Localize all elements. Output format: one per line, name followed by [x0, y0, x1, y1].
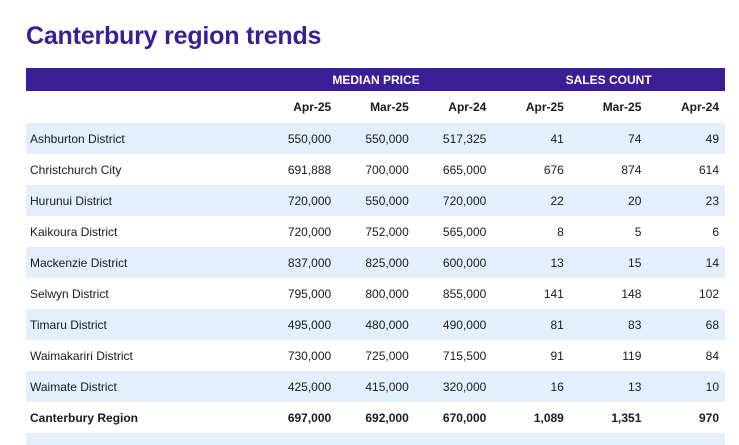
region-name-cell: Selwyn District [26, 278, 260, 309]
table-tail-row [26, 433, 725, 445]
table-row: Mackenzie District 837,000 825,000 600,000 1… [26, 247, 725, 278]
sales-count-cell: 22 [492, 185, 570, 216]
group-header-row: MEDIAN PRICE SALES COUNT [26, 68, 725, 91]
median-price-cell: 697,000 [259, 402, 338, 433]
sales-count-cell: 23 [647, 185, 725, 216]
sales-count-cell: 74 [569, 123, 648, 154]
sales-count-cell: 970 [647, 402, 725, 433]
median-price-cell: 480,000 [337, 309, 415, 340]
median-price-cell: 825,000 [337, 247, 415, 278]
median-price-cell: 730,000 [259, 340, 338, 371]
median-price-cell: 665,000 [414, 154, 493, 185]
median-price-cell: 725,000 [337, 340, 415, 371]
median-price-cell: 691,888 [259, 154, 338, 185]
median-price-cell: 600,000 [414, 247, 493, 278]
table-tail-cell [26, 433, 725, 445]
region-trends-table: MEDIAN PRICE SALES COUNT Apr-25 Mar-25 A… [26, 68, 725, 445]
sales-count-cell: 141 [492, 278, 570, 309]
sales-count-cell: 81 [492, 309, 570, 340]
median-price-cell: 837,000 [259, 247, 338, 278]
median-price-cell: 565,000 [414, 216, 493, 247]
median-price-cell: 720,000 [259, 216, 338, 247]
median-price-cell: 795,000 [259, 278, 338, 309]
column-header: Apr-24 [647, 91, 725, 123]
column-header: Apr-24 [414, 91, 493, 123]
sales-count-cell: 16 [492, 371, 570, 402]
sales-count-cell: 15 [569, 247, 648, 278]
column-header: Mar-25 [337, 91, 415, 123]
table-body: Ashburton District 550,000 550,000 517,325 4… [26, 123, 725, 445]
column-header: Mar-25 [569, 91, 648, 123]
sales-count-cell: 1,089 [492, 402, 570, 433]
region-name-cell: Canterbury Region [26, 402, 260, 433]
median-price-cell: 692,000 [337, 402, 415, 433]
table-row: Timaru District 495,000 480,000 490,000 81 83… [26, 309, 725, 340]
sales-count-cell: 91 [492, 340, 570, 371]
median-price-cell: 700,000 [337, 154, 415, 185]
region-name-cell: Timaru District [26, 309, 260, 340]
sales-count-cell: 148 [569, 278, 648, 309]
table-row: Selwyn District 795,000 800,000 855,000 141 1… [26, 278, 725, 309]
column-header: Apr-25 [492, 91, 570, 123]
region-name-cell: Hurunui District [26, 185, 260, 216]
median-price-cell: 720,000 [414, 185, 493, 216]
sales-count-cell: 84 [647, 340, 725, 371]
table-row: Waimakariri District 730,000 725,000 715,50… [26, 340, 725, 371]
column-header: Apr-25 [259, 91, 338, 123]
median-price-cell: 425,000 [259, 371, 338, 402]
sales-count-cell: 13 [569, 371, 648, 402]
sales-count-cell: 676 [492, 154, 570, 185]
median-price-cell: 752,000 [337, 216, 415, 247]
table-row: Waimate District 425,000 415,000 320,000 16 1… [26, 371, 725, 402]
sales-count-cell: 1,351 [569, 402, 648, 433]
sales-count-cell: 41 [492, 123, 570, 154]
region-name-cell: Christchurch City [26, 154, 260, 185]
median-price-cell: 800,000 [337, 278, 415, 309]
region-name-cell: Mackenzie District [26, 247, 260, 278]
total-row: Canterbury Region 697,000 692,000 670,000 1,… [26, 402, 725, 433]
sales-count-cell: 5 [569, 216, 648, 247]
sales-count-cell: 10 [647, 371, 725, 402]
region-name-cell: Ashburton District [26, 123, 260, 154]
sales-count-cell: 102 [647, 278, 725, 309]
sales-count-cell: 49 [647, 123, 725, 154]
table-row: Kaikoura District 720,000 752,000 565,000 8 5… [26, 216, 725, 247]
sales-count-cell: 874 [569, 154, 648, 185]
region-name-cell: Waimate District [26, 371, 260, 402]
region-name-cell: Waimakariri District [26, 340, 260, 371]
median-price-cell: 550,000 [259, 123, 338, 154]
median-price-cell: 670,000 [414, 402, 493, 433]
sales-count-cell: 13 [492, 247, 570, 278]
sales-count-cell: 83 [569, 309, 648, 340]
sales-count-cell: 614 [647, 154, 725, 185]
page-title: Canterbury region trends [26, 22, 322, 50]
group-header-spacer [26, 68, 260, 91]
median-price-cell: 720,000 [259, 185, 338, 216]
median-price-cell: 320,000 [414, 371, 493, 402]
median-price-cell: 490,000 [414, 309, 493, 340]
column-header-region [26, 91, 260, 123]
sales-count-cell: 8 [492, 216, 570, 247]
median-price-cell: 517,325 [414, 123, 493, 154]
table-row: Ashburton District 550,000 550,000 517,325 4… [26, 123, 725, 154]
sales-count-cell: 14 [647, 247, 725, 278]
median-price-cell: 495,000 [259, 309, 338, 340]
median-price-cell: 415,000 [337, 371, 415, 402]
table-row: Hurunui District 720,000 550,000 720,000 22 2… [26, 185, 725, 216]
median-price-cell: 550,000 [337, 185, 415, 216]
region-name-cell: Kaikoura District [26, 216, 260, 247]
median-price-cell: 715,500 [414, 340, 493, 371]
median-price-cell: 550,000 [337, 123, 415, 154]
sales-count-cell: 119 [569, 340, 648, 371]
median-price-header: MEDIAN PRICE [259, 68, 493, 91]
median-price-cell: 855,000 [414, 278, 493, 309]
sales-count-cell: 20 [569, 185, 648, 216]
sales-count-cell: 6 [647, 216, 725, 247]
column-header-row: Apr-25 Mar-25 Apr-24 Apr-25 Mar-25 Apr-2… [26, 91, 725, 123]
sales-count-header: SALES COUNT [492, 68, 725, 91]
sales-count-cell: 68 [647, 309, 725, 340]
table-row: Christchurch City 691,888 700,000 665,000 67… [26, 154, 725, 185]
